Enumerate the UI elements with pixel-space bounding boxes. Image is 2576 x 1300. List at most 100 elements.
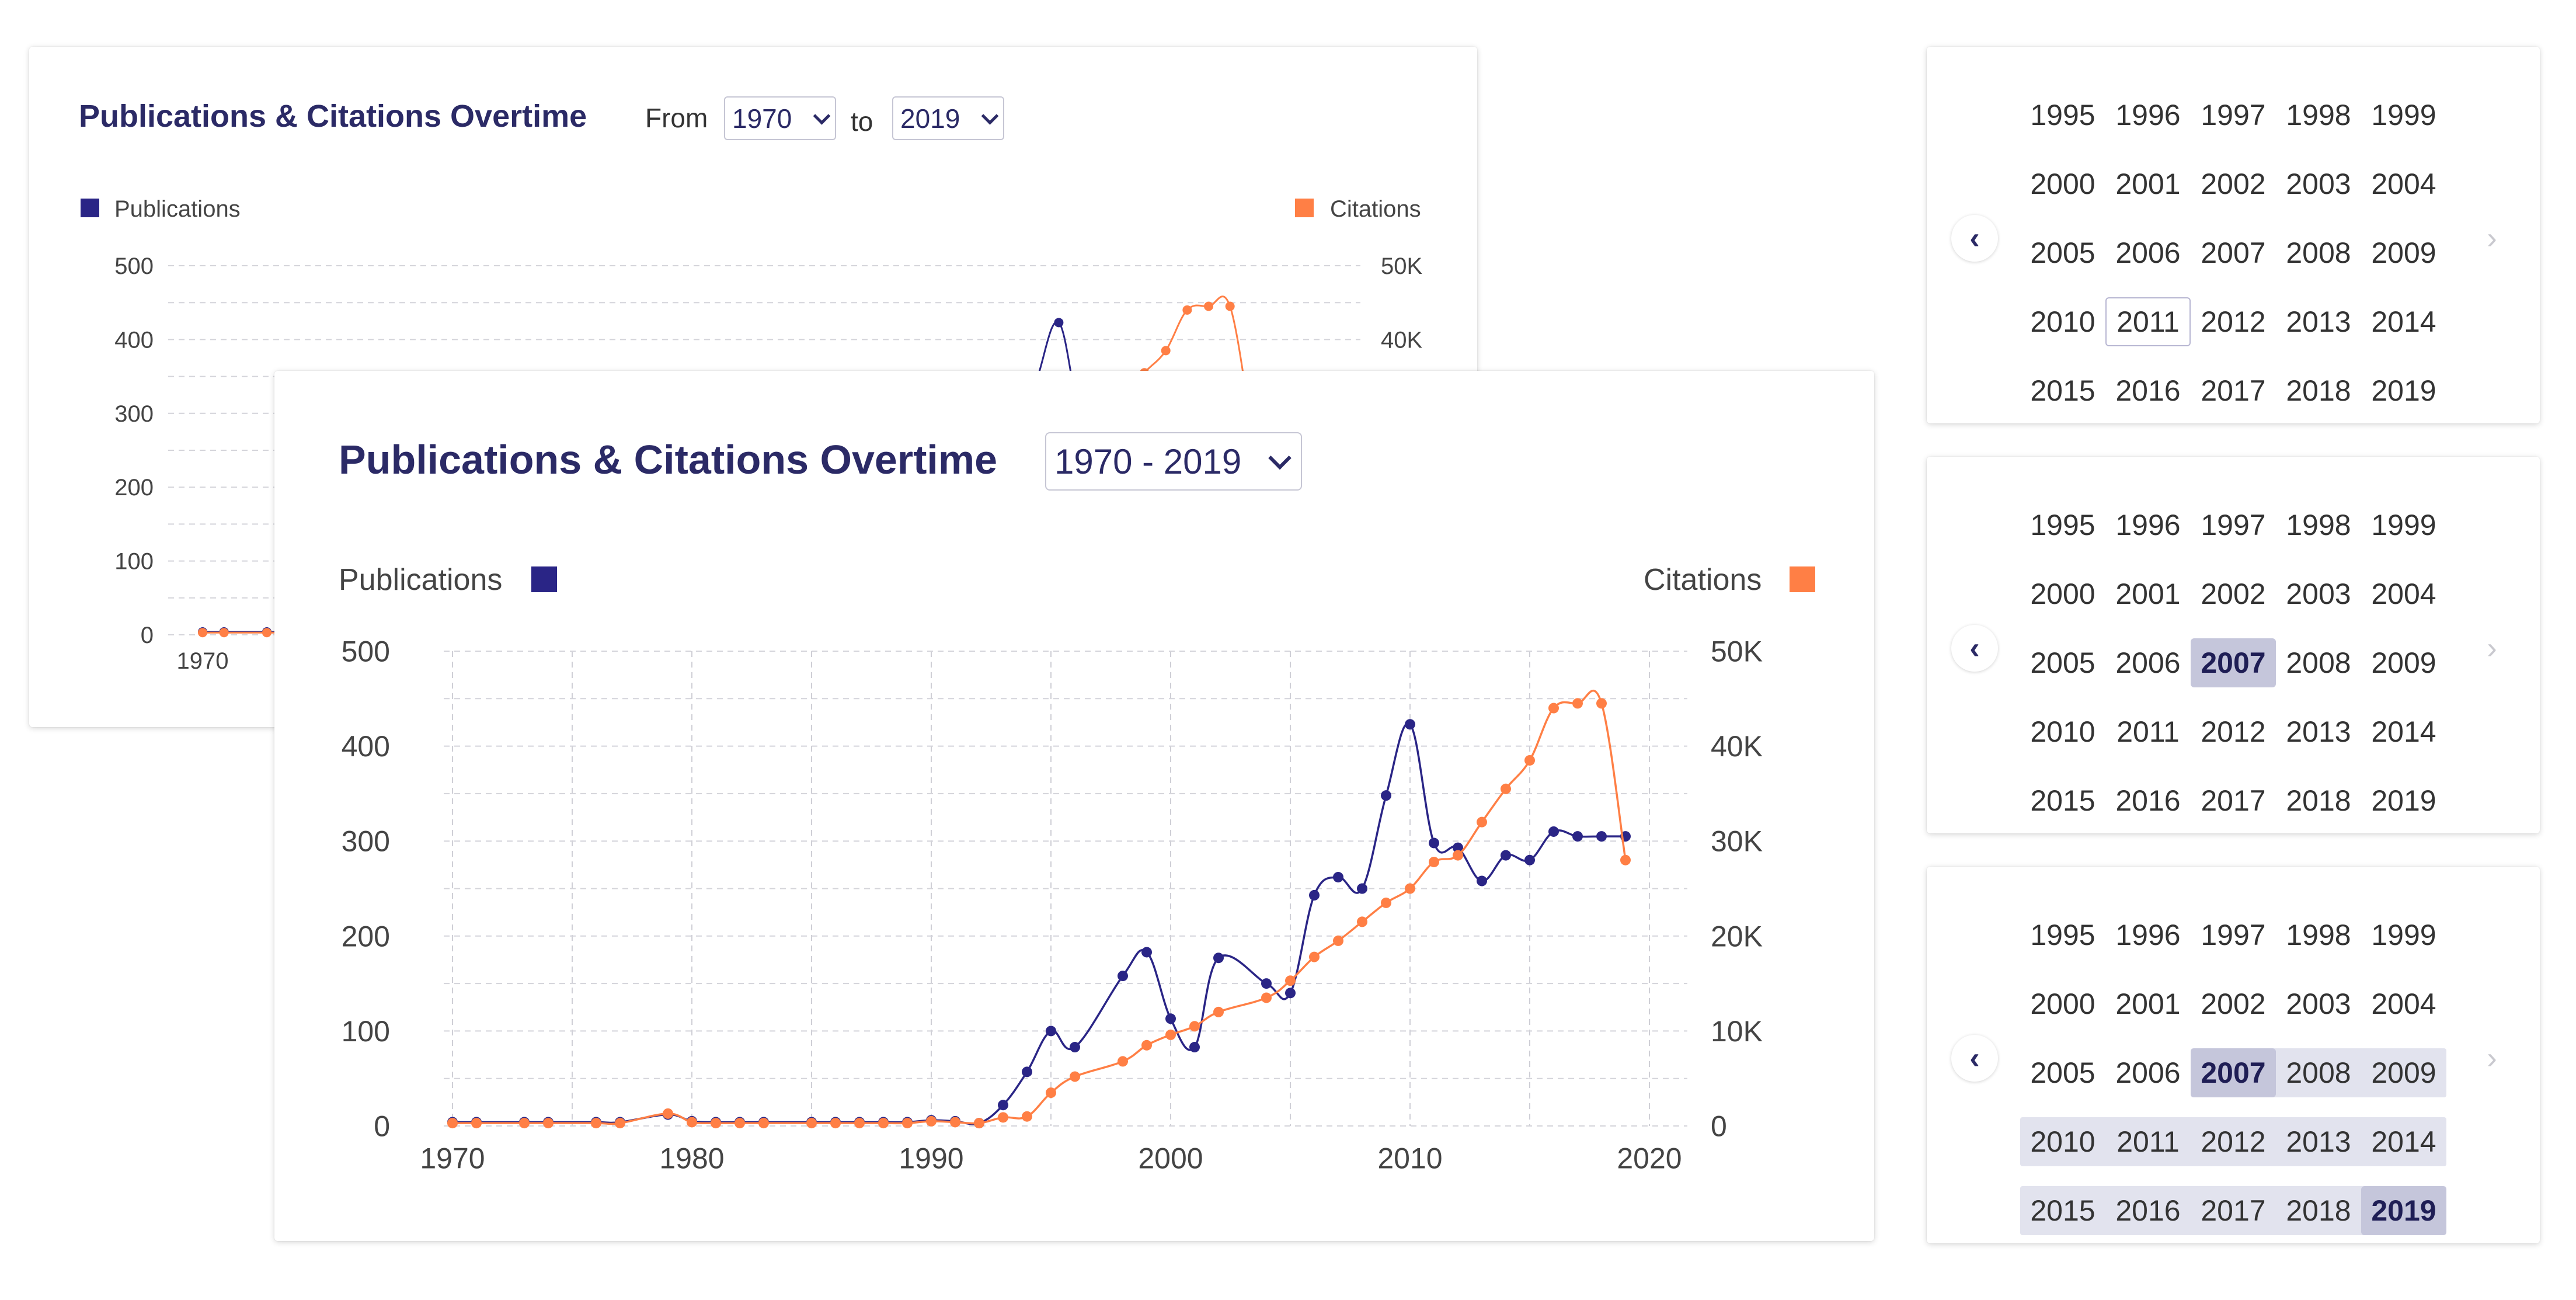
year-option-2005[interactable]: 2005 <box>2030 1056 2095 1089</box>
year-option-2003[interactable]: 2003 <box>2286 168 2351 200</box>
year-option-1995[interactable]: 1995 <box>2030 99 2095 131</box>
year-option-2015[interactable]: 2015 <box>2030 1194 2095 1227</box>
year-option-2002[interactable]: 2002 <box>2201 168 2266 200</box>
year-option-1995[interactable]: 1995 <box>2030 509 2095 541</box>
year-option-2004[interactable]: 2004 <box>2371 168 2436 200</box>
year-option-2018[interactable]: 2018 <box>2286 784 2351 817</box>
y-left-tick-label: 400 <box>342 730 390 763</box>
year-option-2014[interactable]: 2014 <box>2371 715 2436 748</box>
year-option-2007[interactable]: 2007 <box>2191 638 2276 687</box>
year-option-2011[interactable]: 2011 <box>2117 715 2180 748</box>
citations-point <box>830 1118 841 1129</box>
year-option-2011[interactable]: 2011 <box>2117 1125 2180 1158</box>
year-option-2008[interactable]: 2008 <box>2286 1056 2351 1089</box>
citations-point <box>262 628 271 638</box>
year-option-2008[interactable]: 2008 <box>2286 646 2351 679</box>
year-option-2011[interactable]: 2011 <box>2105 297 2191 346</box>
chevron-right-icon[interactable]: › <box>2487 631 2497 665</box>
year-option-2010[interactable]: 2010 <box>2030 305 2095 338</box>
year-option-2006[interactable]: 2006 <box>2115 646 2181 679</box>
year-option-2013[interactable]: 2013 <box>2286 305 2351 338</box>
year-option-2016[interactable]: 2016 <box>2115 1194 2181 1227</box>
year-option-2016[interactable]: 2016 <box>2115 374 2181 407</box>
publications-point <box>1165 1013 1176 1024</box>
year-option-2002[interactable]: 2002 <box>2201 988 2266 1020</box>
year-option-1996[interactable]: 1996 <box>2115 919 2181 951</box>
year-option-2005[interactable]: 2005 <box>2030 237 2095 269</box>
year-option-2003[interactable]: 2003 <box>2286 988 2351 1020</box>
year-option-2017[interactable]: 2017 <box>2201 1194 2266 1227</box>
year-option-2012[interactable]: 2012 <box>2201 305 2266 338</box>
year-option-2014[interactable]: 2014 <box>2371 1125 2436 1158</box>
year-option-1997[interactable]: 1997 <box>2201 99 2266 131</box>
year-option-2019[interactable]: 2019 <box>2371 374 2436 407</box>
to-year-select[interactable]: 2019 <box>892 96 1004 140</box>
chevron-right-icon[interactable]: › <box>2487 1041 2497 1075</box>
year-range-select[interactable]: 1970 - 2019 <box>1045 432 1302 491</box>
year-option-2012[interactable]: 2012 <box>2201 715 2266 748</box>
year-option-2009[interactable]: 2009 <box>2371 1056 2436 1089</box>
year-option-1995[interactable]: 1995 <box>2030 919 2095 951</box>
citations-point <box>1309 951 1320 962</box>
year-option-2006[interactable]: 2006 <box>2115 237 2181 269</box>
year-option-1998[interactable]: 1998 <box>2286 99 2351 131</box>
year-option-1999[interactable]: 1999 <box>2371 509 2436 541</box>
year-option-2003[interactable]: 2003 <box>2286 578 2351 610</box>
chevron-left-icon[interactable]: ‹ <box>1951 1035 1998 1082</box>
year-grid: 1995 1996 1997 1998 1999 2000 2001 2002 2003 2004… <box>2020 76 2446 423</box>
year-option-2002[interactable]: 2002 <box>2201 578 2266 610</box>
publications-point <box>1046 1026 1056 1037</box>
year-option-2007[interactable]: 2007 <box>2201 237 2266 269</box>
year-option-1999[interactable]: 1999 <box>2371 919 2436 951</box>
from-year-select[interactable]: 1970 <box>724 96 836 140</box>
year-option-2015[interactable]: 2015 <box>2030 374 2095 407</box>
year-option-1998[interactable]: 1998 <box>2286 509 2351 541</box>
year-option-1996[interactable]: 1996 <box>2115 99 2181 131</box>
citations-point <box>615 1118 625 1129</box>
year-option-1996[interactable]: 1996 <box>2115 509 2181 541</box>
year-option-2018[interactable]: 2018 <box>2286 1194 2351 1227</box>
year-option-2014[interactable]: 2014 <box>2371 305 2436 338</box>
year-option-2008[interactable]: 2008 <box>2286 237 2351 269</box>
year-grid: 1995 1996 1997 1998 1999 2000 2001 2002 2003 2004… <box>2020 896 2446 1243</box>
y-left-tick-label: 500 <box>342 635 390 668</box>
year-option-2000[interactable]: 2000 <box>2030 168 2095 200</box>
year-option-2017[interactable]: 2017 <box>2201 784 2266 817</box>
year-option-2013[interactable]: 2013 <box>2286 1125 2351 1158</box>
year-option-2001[interactable]: 2001 <box>2115 168 2181 200</box>
year-option-1998[interactable]: 1998 <box>2286 919 2351 951</box>
citations-point <box>1453 850 1463 861</box>
year-option-2018[interactable]: 2018 <box>2286 374 2351 407</box>
chevron-right-icon[interactable]: › <box>2487 221 2497 255</box>
year-option-2012[interactable]: 2012 <box>2201 1125 2266 1158</box>
year-option-2010[interactable]: 2010 <box>2030 1125 2095 1158</box>
citations-point <box>1165 1029 1176 1040</box>
year-option-2009[interactable]: 2009 <box>2371 237 2436 269</box>
year-option-2009[interactable]: 2009 <box>2371 646 2436 679</box>
year-option-2001[interactable]: 2001 <box>2115 988 2181 1020</box>
year-option-2015[interactable]: 2015 <box>2030 784 2095 817</box>
publications-legend-swatch <box>531 566 557 592</box>
year-option-2016[interactable]: 2016 <box>2115 784 2181 817</box>
year-option-2000[interactable]: 2000 <box>2030 578 2095 610</box>
year-option-2019[interactable]: 2019 <box>2361 1186 2446 1235</box>
year-option-2001[interactable]: 2001 <box>2115 578 2181 610</box>
year-option-2010[interactable]: 2010 <box>2030 715 2095 748</box>
year-option-2005[interactable]: 2005 <box>2030 646 2095 679</box>
chevron-left-icon[interactable]: ‹ <box>1951 625 1998 672</box>
publications-point <box>1213 953 1224 964</box>
year-option-2017[interactable]: 2017 <box>2201 374 2266 407</box>
citations-point <box>543 1118 554 1129</box>
year-option-2000[interactable]: 2000 <box>2030 988 2095 1020</box>
year-option-2007[interactable]: 2007 <box>2191 1048 2276 1097</box>
citations-point <box>1189 1021 1200 1032</box>
year-option-1999[interactable]: 1999 <box>2371 99 2436 131</box>
year-option-1997[interactable]: 1997 <box>2201 919 2266 951</box>
year-option-2019[interactable]: 2019 <box>2371 784 2436 817</box>
year-option-2004[interactable]: 2004 <box>2371 988 2436 1020</box>
year-option-2013[interactable]: 2013 <box>2286 715 2351 748</box>
year-option-2004[interactable]: 2004 <box>2371 578 2436 610</box>
year-option-2006[interactable]: 2006 <box>2115 1056 2181 1089</box>
chevron-left-icon[interactable]: ‹ <box>1951 215 1998 262</box>
year-option-1997[interactable]: 1997 <box>2201 509 2266 541</box>
